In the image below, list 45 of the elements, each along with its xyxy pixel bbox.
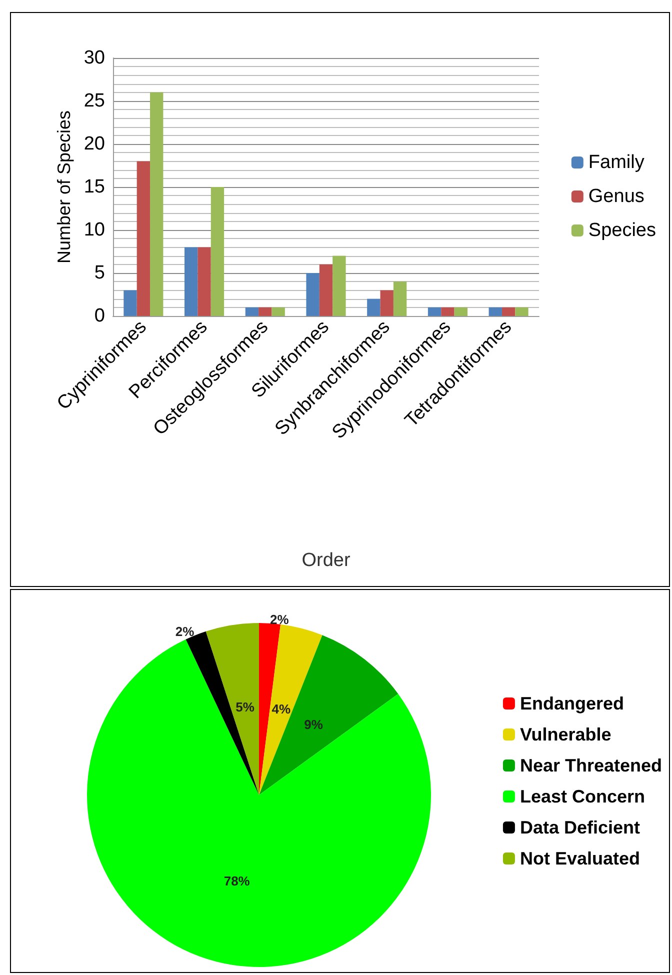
data-label: 78% (224, 874, 250, 889)
bar (393, 282, 407, 316)
bar (488, 307, 502, 316)
legend-label: Least Concern (520, 786, 645, 806)
x-axis-title: Order (302, 550, 351, 571)
y-tick-label: 30 (84, 48, 105, 68)
y-tick-label: 25 (84, 90, 105, 112)
data-label: 4% (272, 701, 291, 716)
y-tick-label: 10 (84, 220, 105, 240)
bar (441, 307, 454, 316)
bar (454, 307, 468, 316)
bar (210, 187, 224, 316)
bar (502, 307, 516, 316)
bar (367, 298, 380, 316)
legend-label: Endangered (520, 694, 624, 714)
bar (306, 273, 320, 316)
data-label: 2% (270, 612, 290, 627)
bar (319, 264, 333, 316)
y-tick-label: 15 (84, 176, 105, 198)
bar (380, 290, 394, 316)
bar (198, 247, 211, 316)
bar (245, 307, 259, 316)
y-tick-label: 5 (94, 262, 105, 284)
bar (136, 161, 150, 316)
legend-label: Data Deficient (520, 818, 640, 838)
legend-label: Not Evaluated (520, 848, 640, 868)
bar (515, 307, 528, 316)
bar (150, 92, 164, 316)
legend-label: Family (588, 152, 645, 173)
bar (258, 307, 272, 316)
bar (428, 307, 442, 316)
y-tick-label: 0 (94, 306, 105, 326)
bar (124, 290, 137, 316)
legend-label: Near Threatened (520, 756, 662, 776)
legend-label: Genus (588, 186, 644, 207)
data-label: 2% (175, 624, 195, 639)
y-tick-label: 20 (84, 134, 105, 154)
legend-label: Vulnerable (520, 724, 612, 744)
y-axis-title: Number of Species (54, 110, 74, 264)
data-label: 9% (304, 717, 324, 732)
data-label: 5% (236, 700, 255, 715)
bar (272, 307, 285, 316)
legend-label: Species (588, 220, 656, 241)
bar (184, 247, 198, 316)
bar (332, 256, 346, 316)
